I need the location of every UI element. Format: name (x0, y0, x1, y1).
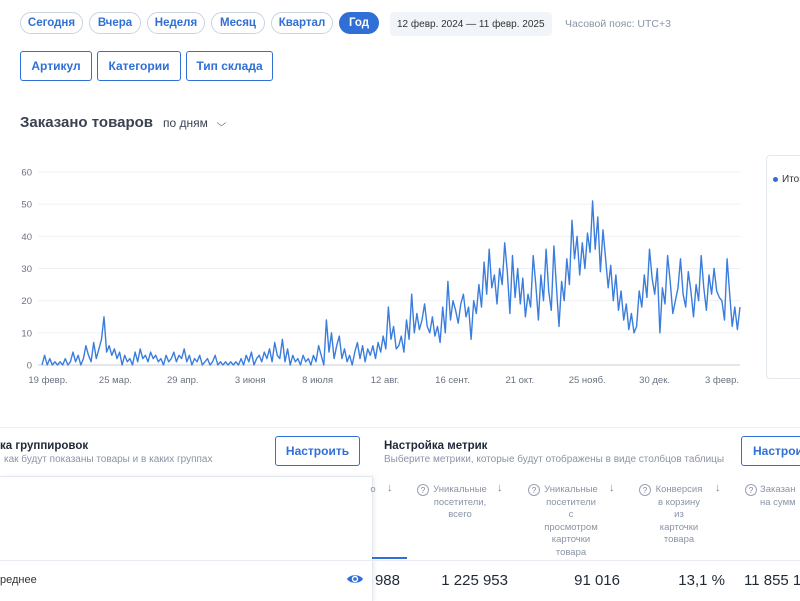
x-tick-label: 25 нояб. (569, 375, 606, 386)
sort-arrow-icon[interactable]: ↓ (387, 482, 393, 494)
timezone-label: Часовой пояс: UTC+3 (565, 18, 671, 30)
legend-label[interactable]: Итого (782, 174, 800, 185)
help-icon[interactable]: ? (639, 484, 651, 496)
period-today[interactable]: Сегодня (20, 12, 83, 34)
table-row-divider (0, 560, 800, 561)
filter-categories-button[interactable]: Категории (97, 51, 181, 81)
x-tick-label: 3 июня (235, 375, 266, 386)
cell-ordered-sum: 11 855 1 (744, 572, 800, 589)
y-tick-label: 20 (21, 296, 32, 307)
sort-arrow-icon[interactable]: ↓ (715, 482, 721, 494)
series-line-total (41, 200, 741, 366)
period-yesterday[interactable]: Вчера (89, 12, 141, 34)
x-tick-label: 30 дек. (639, 375, 670, 386)
chevron-down-icon: ⌵ (216, 117, 227, 128)
table-row-labels-panel (0, 476, 373, 601)
period-month[interactable]: Месяц (211, 12, 265, 34)
grouping-subtitle: как будут показаны товары и в каких груп… (4, 454, 213, 465)
cell-card-visitors: 91 016 (574, 572, 620, 589)
metrics-subtitle: Выберите метрики, которые будут отображе… (384, 454, 725, 465)
help-icon[interactable]: ? (745, 484, 757, 496)
divider (0, 427, 800, 428)
date-range-picker[interactable]: 12 февр. 2024 — 11 февр. 2025 (390, 12, 552, 36)
metrics-title: Настройка метрик (384, 440, 488, 452)
cell-unique-visitors: 1 225 953 (441, 572, 508, 589)
x-tick-label: 8 июля (302, 375, 333, 386)
orders-line-chart: 0 10 20 30 40 50 60 19 февр. 25 мар. 29 апр. 3 июн… (21, 168, 741, 386)
y-tick-label: 50 (21, 200, 32, 211)
x-tick-label: 12 авг. (371, 375, 399, 386)
period-quarter[interactable]: Квартал (271, 12, 333, 34)
group-by-dropdown[interactable]: по дням ⌵ (163, 116, 227, 130)
y-tick-label: 40 (21, 232, 32, 243)
configure-grouping-button[interactable]: Настроить (275, 436, 360, 466)
sort-arrow-icon[interactable]: ↓ (497, 482, 503, 494)
column-header-0[interactable]: о (370, 484, 376, 495)
y-tick-label: 60 (21, 168, 32, 179)
filter-warehouse-type-button[interactable]: Тип склада (186, 51, 273, 81)
group-by-label: по дням (163, 116, 208, 130)
help-icon[interactable]: ? (528, 484, 540, 496)
help-icon[interactable]: ? (417, 484, 429, 496)
x-tick-label: 16 сент. (435, 375, 469, 386)
x-tick-label: 3 февр. (705, 375, 739, 386)
y-tick-label: 0 (27, 361, 32, 372)
sorted-column-indicator (372, 557, 407, 559)
average-row-label: реднее (0, 574, 37, 586)
x-tick-label: 29 апр. (167, 375, 199, 386)
cell-value: 988 (374, 572, 400, 589)
legend-dot-icon (773, 177, 778, 182)
y-tick-label: 10 (21, 328, 32, 339)
cell-cart-conversion: 13,1 % (678, 572, 725, 589)
filter-article-button[interactable]: Артикул (20, 51, 92, 81)
x-tick-label: 21 окт. (505, 375, 534, 386)
period-week[interactable]: Неделя (147, 12, 205, 34)
column-header-cart-conversion[interactable]: Конверсия в корзину из карточки товара (655, 484, 703, 545)
column-header-ordered-sum[interactable]: Заказан на сумм (760, 484, 796, 508)
grouping-title: ка группировок (0, 440, 89, 452)
x-tick-label: 25 мар. (99, 375, 132, 386)
chart-legend: Итого (766, 155, 800, 379)
y-tick-label: 30 (21, 264, 32, 275)
eye-icon[interactable] (346, 572, 364, 586)
column-header-unique-visitors[interactable]: Уникальные посетители, всего (433, 484, 487, 520)
column-header-card-visitors[interactable]: Уникальные посетители с просмотром карточки т… (544, 484, 598, 558)
x-tick-label: 19 февр. (28, 375, 67, 386)
configure-metrics-button[interactable]: Настрои (741, 436, 800, 466)
chart-title: Заказано товаров (20, 114, 153, 131)
sort-arrow-icon[interactable]: ↓ (609, 482, 615, 494)
period-year[interactable]: Год (339, 12, 379, 34)
